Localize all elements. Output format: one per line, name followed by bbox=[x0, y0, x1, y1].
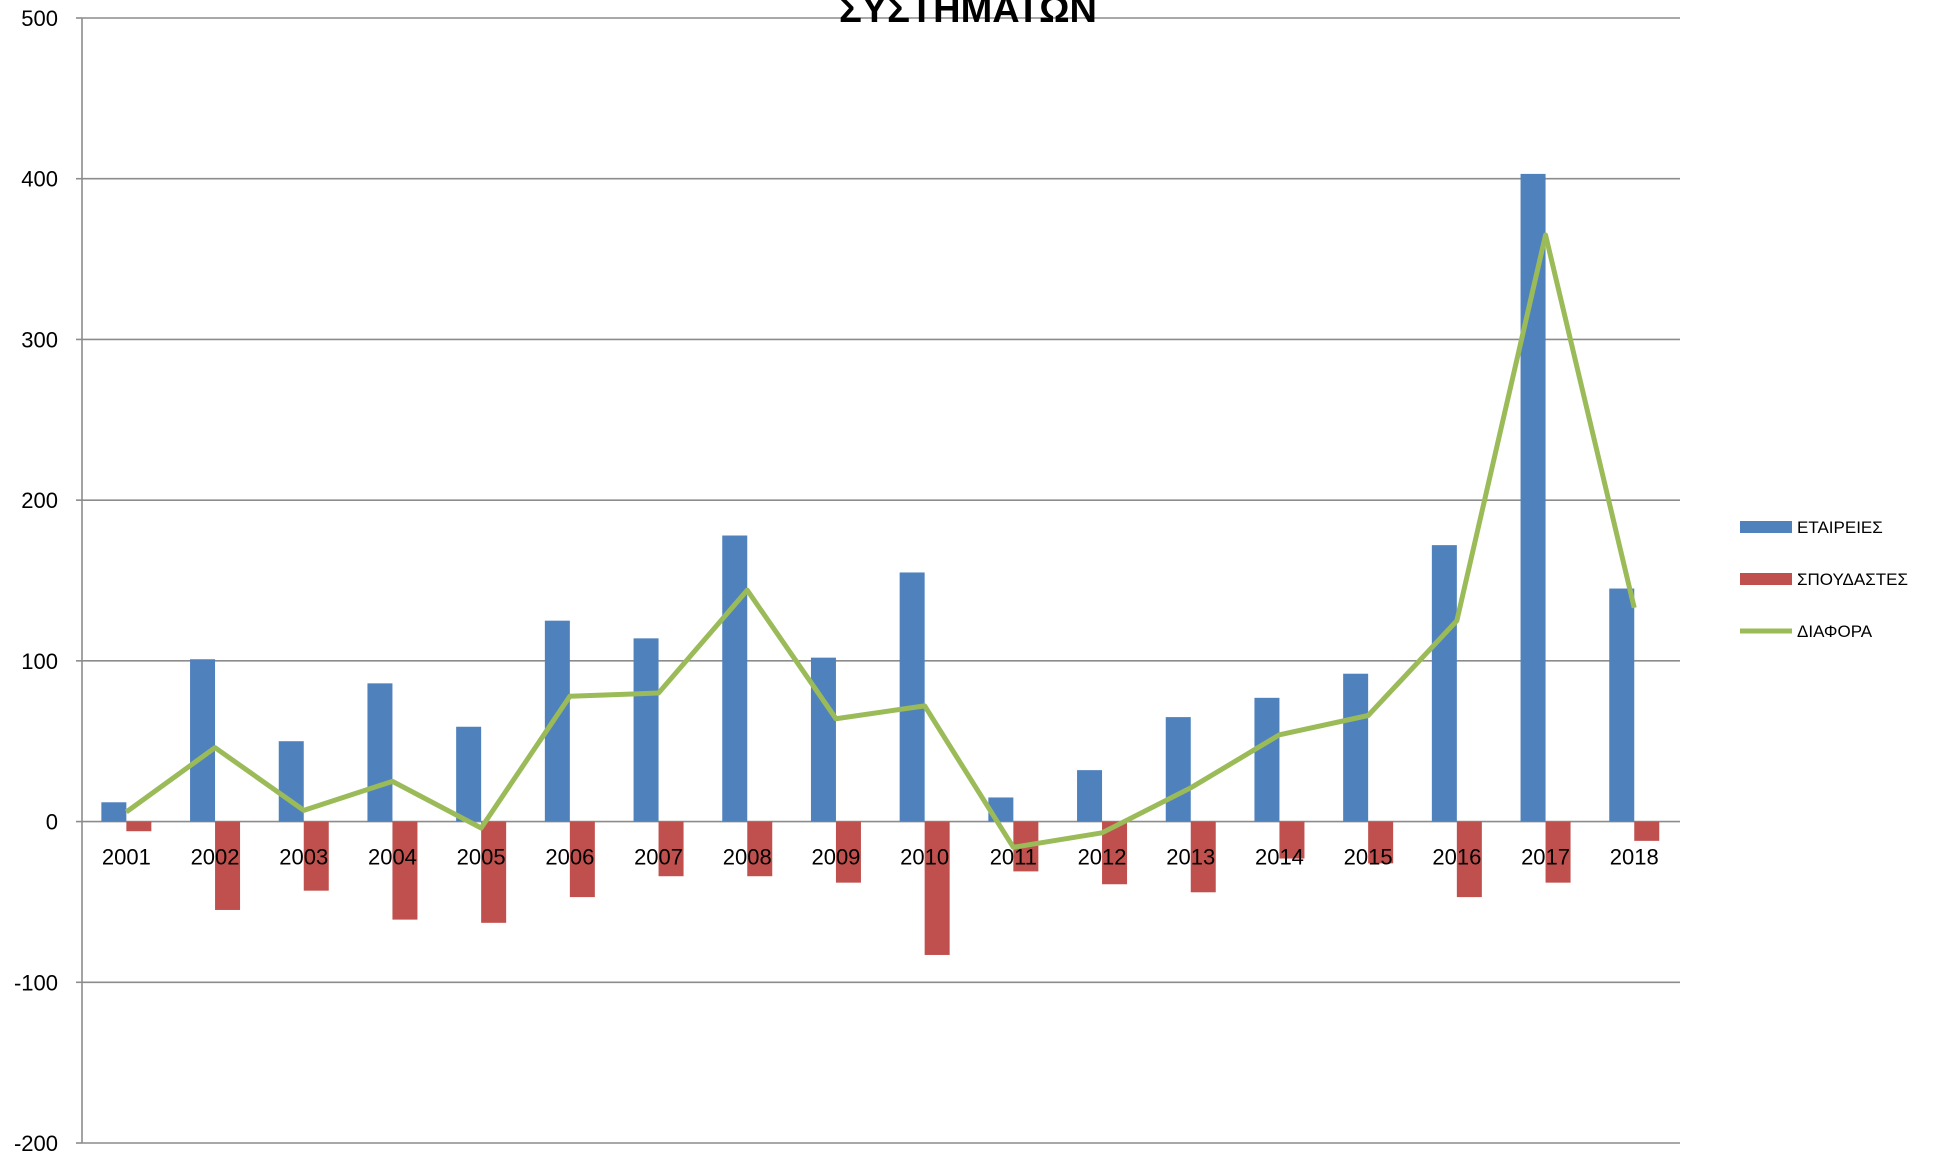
legend-swatch bbox=[1740, 521, 1792, 533]
bar-students bbox=[303, 821, 329, 891]
bar-students bbox=[1634, 821, 1660, 841]
bar-students bbox=[924, 821, 950, 955]
bar-students bbox=[1190, 821, 1216, 893]
series-line-difference bbox=[124, 232, 1637, 850]
bars bbox=[101, 173, 1660, 955]
x-category-label: 2012 bbox=[1078, 845, 1127, 870]
bar-students bbox=[392, 821, 418, 920]
bar-companies bbox=[1609, 588, 1635, 822]
bar-companies bbox=[1431, 545, 1457, 822]
bar-students bbox=[1368, 821, 1394, 864]
x-category-label: 2004 bbox=[368, 845, 417, 870]
bar-companies bbox=[1254, 697, 1280, 822]
legend-label: ΣΠΟΥΔΑΣΤΕΣ bbox=[1797, 570, 1908, 589]
difference-line bbox=[124, 232, 1637, 850]
x-axis-categories: 2001 2002 2003 2004 2005 2006 2007 2008 2009 2010… bbox=[102, 845, 1659, 870]
y-axis-ticks: 500 400 300 200 100 0 -100 -200 bbox=[14, 6, 58, 1156]
bar-companies bbox=[1520, 173, 1546, 822]
bar-companies bbox=[722, 535, 748, 822]
legend-label: ΔΙΑΦΟΡΑ bbox=[1797, 622, 1873, 641]
bar-students bbox=[835, 821, 861, 883]
bar-companies bbox=[1165, 717, 1191, 822]
bar-companies bbox=[456, 726, 482, 822]
bar-students bbox=[126, 821, 152, 832]
x-category-label: 2006 bbox=[545, 845, 594, 870]
legend-label: ΕΤΑΙΡΕΙΕΣ bbox=[1797, 518, 1883, 537]
bar-companies bbox=[101, 802, 127, 822]
legend: ΕΤΑΙΡΕΙΕΣ ΣΠΟΥΔΑΣΤΕΣ ΔΙΑΦΟΡΑ bbox=[1740, 518, 1908, 641]
y-tick-label: 500 bbox=[21, 6, 58, 31]
x-category-label: 2014 bbox=[1255, 845, 1304, 870]
bar-companies bbox=[899, 572, 925, 822]
legend-swatch bbox=[1740, 573, 1792, 585]
x-category-label: 2016 bbox=[1432, 845, 1481, 870]
bar-companies bbox=[633, 638, 659, 822]
bar-students bbox=[747, 821, 773, 877]
y-tick-label: 100 bbox=[21, 649, 58, 674]
x-category-label: 2009 bbox=[811, 845, 860, 870]
chart-title: ΣΥΣΤΗΜΑΤΩΝ bbox=[839, 0, 1097, 31]
x-category-label: 2002 bbox=[191, 845, 240, 870]
bar-companies bbox=[1077, 770, 1103, 822]
x-category-label: 2010 bbox=[900, 845, 949, 870]
x-category-label: 2011 bbox=[990, 845, 1037, 870]
x-category-label: 2005 bbox=[457, 845, 506, 870]
bar-students bbox=[1456, 821, 1482, 898]
y-tick-label: 0 bbox=[46, 810, 58, 835]
bar-students bbox=[1545, 821, 1571, 883]
bar-students bbox=[215, 821, 241, 910]
bar-students bbox=[569, 821, 595, 898]
x-category-label: 2017 bbox=[1521, 845, 1570, 870]
bar-companies bbox=[367, 683, 393, 822]
x-category-label: 2018 bbox=[1610, 845, 1659, 870]
bar-companies bbox=[810, 657, 836, 822]
y-tick-label: -200 bbox=[14, 1131, 58, 1156]
y-tick-label: -100 bbox=[14, 970, 58, 995]
x-category-label: 2015 bbox=[1344, 845, 1393, 870]
y-tick-label: 200 bbox=[21, 488, 58, 513]
x-category-label: 2003 bbox=[279, 845, 328, 870]
y-tick-label: 400 bbox=[21, 167, 58, 192]
x-category-label: 2007 bbox=[634, 845, 683, 870]
bar-students bbox=[1279, 821, 1305, 859]
bar-companies bbox=[1343, 673, 1369, 822]
bar-students bbox=[658, 821, 684, 877]
bar-companies bbox=[190, 659, 216, 822]
gridlines bbox=[76, 17, 1680, 1144]
bar-students bbox=[481, 821, 507, 923]
y-tick-label: 300 bbox=[21, 327, 58, 352]
x-category-label: 2013 bbox=[1166, 845, 1215, 870]
bar-companies bbox=[544, 620, 570, 822]
x-category-label: 2001 bbox=[102, 845, 151, 870]
x-category-label: 2008 bbox=[723, 845, 772, 870]
